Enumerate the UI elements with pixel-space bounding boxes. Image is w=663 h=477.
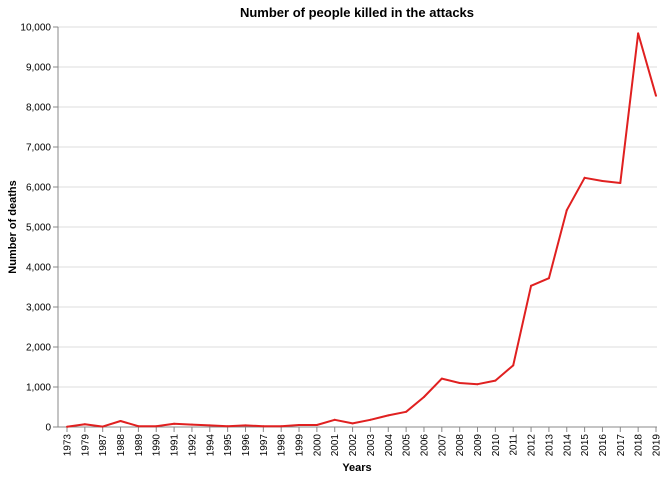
data-point	[476, 383, 479, 386]
data-point	[208, 424, 211, 427]
y-tick-label: 0	[45, 423, 51, 434]
x-tick-label: 2015	[580, 434, 591, 457]
data-point	[173, 422, 176, 425]
x-tick-label: 2012	[527, 434, 538, 457]
x-tick-label: 1990	[152, 434, 163, 457]
data-point	[369, 418, 372, 421]
data-point	[637, 32, 640, 35]
data-point	[66, 425, 68, 428]
x-tick-label: 2004	[384, 434, 395, 457]
x-tick-label: 2006	[419, 434, 430, 457]
data-point	[422, 396, 425, 398]
x-tick-label: 2000	[312, 434, 323, 457]
data-point	[351, 422, 354, 425]
y-tick-label: 1,000	[26, 383, 51, 394]
x-tick-label: 2002	[348, 434, 359, 457]
x-tick-label: 1988	[116, 434, 127, 457]
gridlines	[58, 26, 657, 428]
x-tick-label: 1979	[80, 434, 91, 457]
x-tick-label: 1997	[259, 434, 270, 457]
x-tick-label: 1989	[134, 434, 145, 457]
data-point	[405, 410, 408, 413]
x-tick-label: 1996	[241, 434, 252, 457]
data-point	[494, 379, 497, 382]
data-point	[137, 425, 140, 428]
x-tick-label: 2005	[402, 434, 413, 457]
x-axis-title: Years	[342, 462, 371, 474]
data-point	[244, 424, 247, 427]
data-point	[262, 425, 265, 428]
x-tick-label: 2011	[509, 434, 520, 456]
y-tick-label: 3,000	[26, 303, 51, 314]
data-point	[440, 377, 443, 380]
data-point	[547, 277, 550, 280]
data-point	[315, 424, 318, 426]
x-tick-label: 1995	[223, 434, 234, 457]
x-tick-label: 2017	[616, 434, 627, 457]
x-tick-label: 1973	[63, 434, 74, 457]
x-tick-label: 2019	[652, 434, 663, 457]
data-point	[101, 425, 104, 428]
y-tick-label: 6,000	[26, 183, 51, 194]
x-tick-label: 1987	[98, 434, 109, 457]
data-point	[583, 176, 586, 179]
data-point	[280, 425, 283, 428]
data-point	[190, 423, 193, 426]
data-point	[655, 94, 657, 97]
data-point	[155, 425, 158, 428]
y-tick-label: 5,000	[26, 223, 51, 234]
x-tick-label: 1998	[277, 434, 288, 457]
x-tick-label: 2014	[562, 434, 573, 457]
data-point	[601, 180, 604, 182]
data-point	[458, 382, 461, 384]
x-tick-label: 1999	[295, 434, 306, 457]
y-tick-label: 4,000	[26, 263, 51, 274]
x-tick-label: 2018	[634, 434, 645, 457]
data-point	[565, 209, 568, 212]
x-tick-label: 2001	[330, 434, 341, 457]
x-tick-label: 2016	[598, 434, 609, 457]
data-point	[619, 182, 622, 184]
y-axis-title: Number of deaths	[7, 180, 19, 274]
y-tick-label: 10,000	[20, 23, 51, 34]
y-tick-label: 7,000	[26, 143, 51, 154]
x-tick-label: 2003	[366, 434, 377, 457]
data-point	[512, 364, 515, 367]
data-point	[333, 418, 336, 421]
axes: 0 1,000 2,000 3,000 4,000 5,000 6,000 7,000 8,00…	[20, 23, 662, 457]
y-tick-label: 9,000	[26, 63, 51, 74]
series-layer	[66, 32, 657, 428]
x-tick-label: 2007	[437, 434, 448, 457]
chart-title: Number of people killed in the attacks	[240, 5, 474, 20]
x-tick-label: 2009	[473, 434, 484, 457]
y-tick-label: 8,000	[26, 103, 51, 114]
labels: Number of people killed in the attacks Y…	[7, 5, 474, 474]
x-tick-label: 1994	[205, 434, 216, 457]
data-point	[387, 414, 390, 417]
data-point	[83, 423, 86, 426]
x-tick-label: 2010	[491, 434, 502, 457]
series-line	[66, 32, 657, 428]
data-point	[119, 420, 122, 422]
x-tick-label: 1991	[170, 434, 181, 457]
y-tick-label: 2,000	[26, 343, 51, 354]
x-tick-label: 2008	[455, 434, 466, 457]
data-point	[298, 424, 301, 426]
data-point	[226, 425, 229, 428]
x-tick-label: 2013	[544, 434, 555, 457]
x-tick-label: 1992	[187, 434, 198, 457]
data-point	[530, 284, 533, 287]
